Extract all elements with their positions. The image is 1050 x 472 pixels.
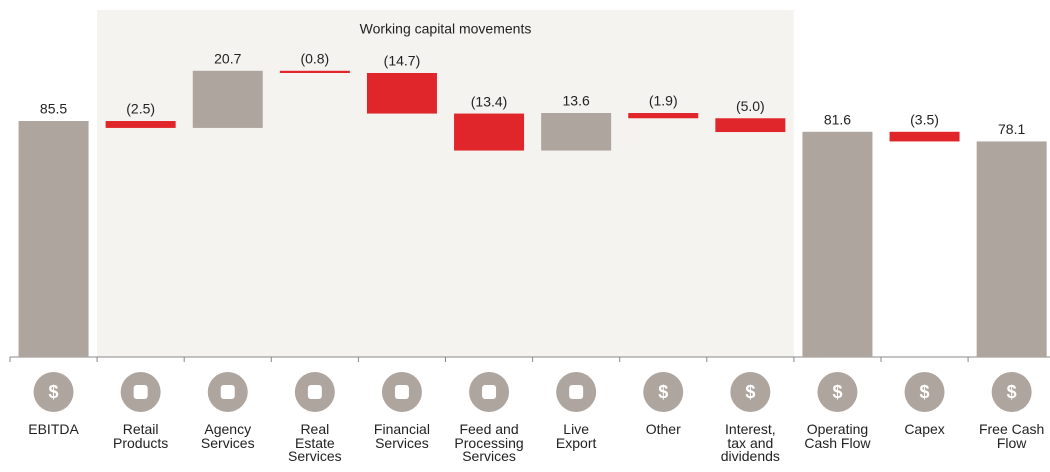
icon-shape [133,385,148,399]
bar [366,72,437,114]
category-icon [817,372,858,412]
bar [715,118,786,133]
x-tick-label: Free Cash Flow [978,421,1045,451]
icon-shape [569,385,584,399]
annotation-text: Working capital movements [360,21,532,37]
bar [18,121,89,358]
category-icon [991,372,1032,412]
bar [192,70,263,128]
bar [279,70,350,73]
x-tick-label: Financial Services [373,421,430,451]
x-tick-label: Agency Services [200,421,255,451]
x-tick-label: Other [645,421,681,437]
category-icon [33,372,74,412]
bar [628,113,699,119]
annotation-band [97,10,794,357]
value-label: (2.5) [126,101,155,117]
icon-symbol: $ [920,382,930,402]
value-label: (5.0) [736,98,765,114]
category-icon [730,372,771,412]
bar [105,121,176,128]
x-tick-label: Real Estate Services [288,421,342,464]
bar [454,113,525,151]
x-tick-label: Live Export [555,421,597,451]
icon-shape [220,385,235,399]
category-icon [643,372,684,412]
x-tick-label: Capex [904,421,945,437]
value-label: 85.5 [40,101,67,117]
x-tick-label: Retail Products [113,421,169,451]
x-tick-label: Operating Cash Flow [804,421,871,451]
value-label: 78.1 [998,121,1025,137]
value-label: (1.9) [649,93,678,109]
value-label: (14.7) [384,53,421,69]
category-icon [904,372,945,412]
value-label: (0.8) [300,50,329,66]
value-label: 20.7 [214,50,241,66]
value-label: 13.6 [563,93,590,109]
value-label: (13.4) [471,93,508,109]
icon-shape [482,385,497,399]
x-tick-label: EBITDA [28,421,79,437]
bar [802,131,873,357]
icon-symbol: $ [49,382,59,402]
x-tick-label: Feed and Processing Services [454,421,524,464]
icon-symbol: $ [832,382,842,402]
value-label: 81.6 [824,111,851,127]
icon-symbol: $ [1007,382,1017,402]
bar [976,141,1047,357]
icon-shape [307,385,322,399]
bar [889,131,960,142]
icon-symbol: $ [745,382,755,402]
value-label: (3.5) [910,111,939,127]
bar [541,113,612,151]
x-tick-label: Interest, tax and dividends [720,421,780,464]
icon-symbol: $ [658,382,668,402]
icon-shape [394,385,409,399]
